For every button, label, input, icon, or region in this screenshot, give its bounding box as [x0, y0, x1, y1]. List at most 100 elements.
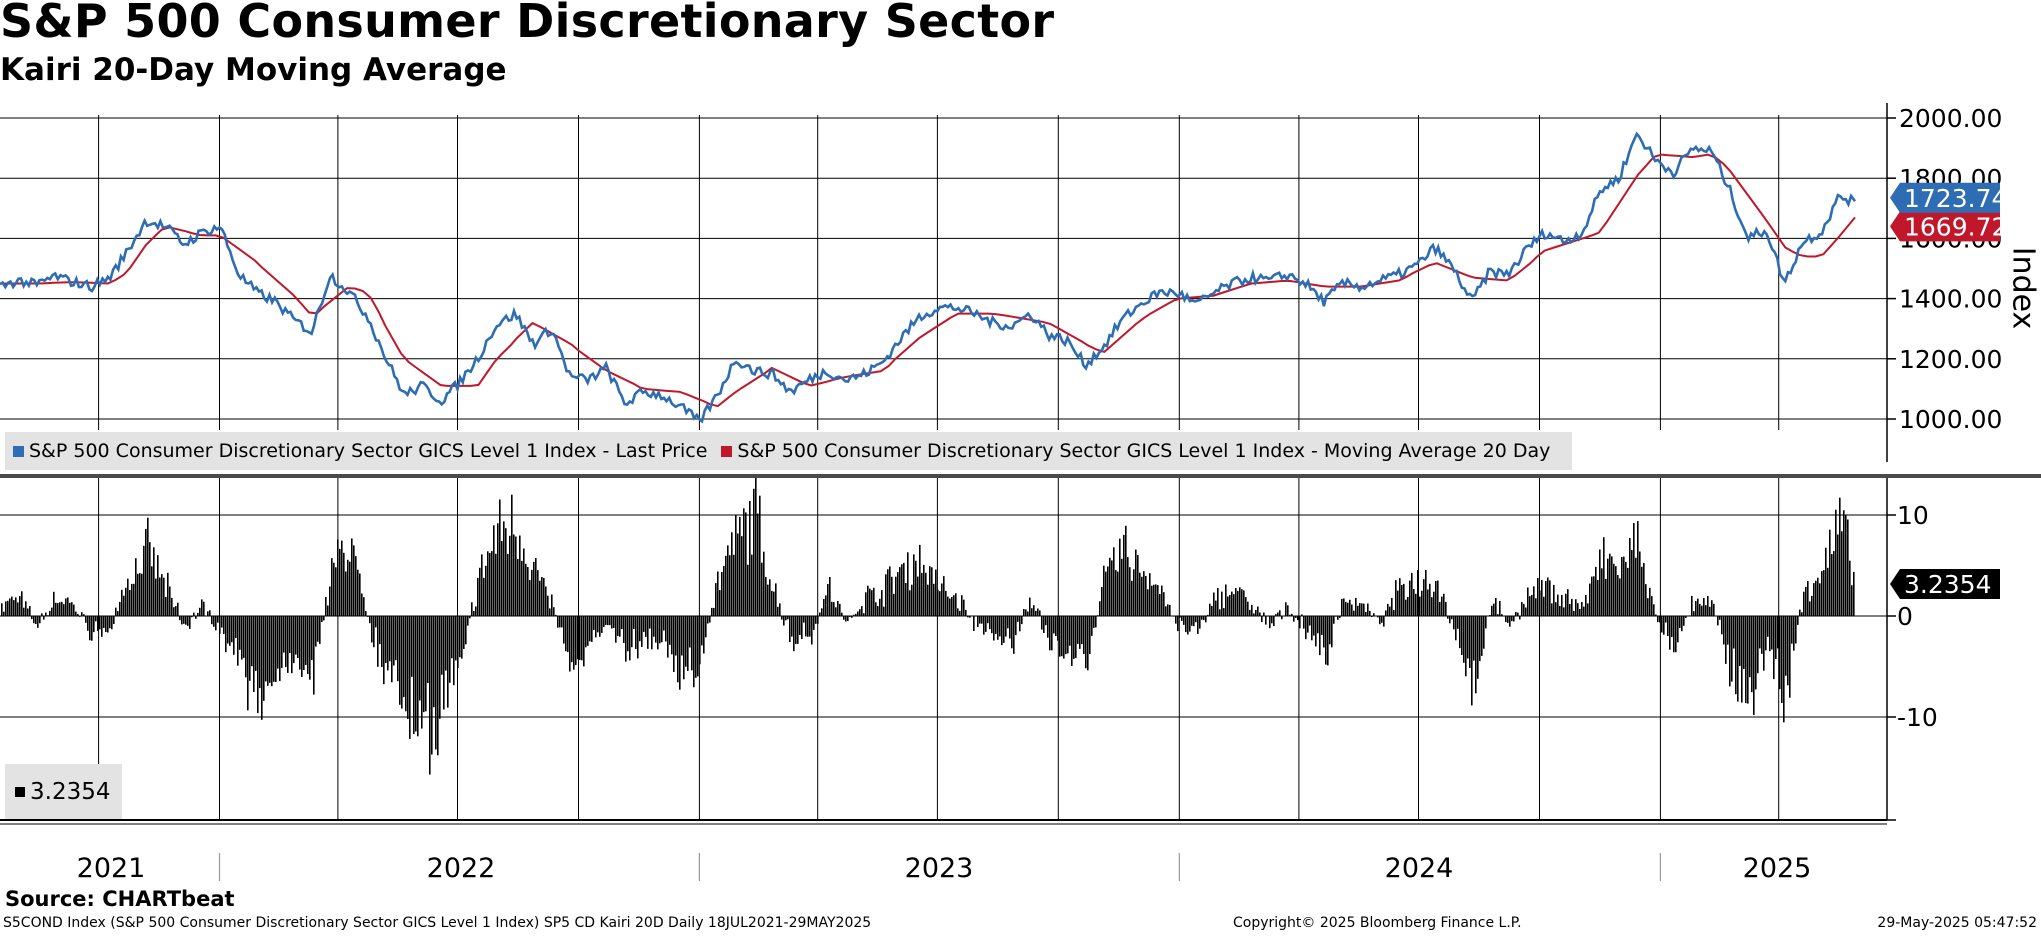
kairi-bar: [891, 576, 893, 616]
kairi-bar: [1173, 616, 1175, 617]
kairi-bar: [1049, 616, 1051, 651]
kairi-bar: [55, 602, 57, 616]
kairi-bar: [479, 567, 481, 616]
kairi-bar: [663, 616, 665, 631]
kairi-bar: [465, 616, 467, 645]
kairi-bar: [1131, 580, 1133, 616]
kairi-bar: [445, 616, 447, 671]
kairi-bar: [619, 616, 621, 637]
kairi-bar: [1021, 616, 1023, 625]
kairi-bar: [1767, 616, 1769, 637]
kairi-bar: [1791, 616, 1793, 644]
kairi-bar: [1535, 598, 1537, 616]
kairi-bar: [181, 616, 183, 625]
kairi-bar: [443, 616, 445, 710]
kairi-bar: [463, 616, 465, 649]
kairi-bar: [679, 616, 681, 690]
kairi-bar: [1839, 497, 1841, 616]
kairi-bar: [551, 594, 553, 616]
kairi-bar: [953, 595, 955, 616]
kairi-bar: [685, 616, 687, 667]
kairi-bar: [1113, 547, 1115, 616]
kairi-bar: [121, 589, 123, 616]
kairi-bar: [1279, 610, 1281, 616]
kairi-bar: [1831, 554, 1833, 616]
kairi-bar: [689, 616, 691, 648]
kairi-bar: [587, 616, 589, 646]
kairi-bar: [1289, 614, 1291, 616]
kairi-bar: [1613, 563, 1615, 616]
kairi-bar: [1749, 616, 1751, 678]
kairi-bar: [1025, 609, 1027, 616]
kairi-bar: [1291, 613, 1293, 616]
kairi-bar: [705, 616, 707, 638]
kairi-bar: [607, 616, 609, 626]
kairi-bar: [1753, 616, 1755, 715]
kairi-bar: [665, 616, 667, 642]
kairi-bar: [471, 602, 473, 616]
kairi-bar: [657, 616, 659, 650]
kairi-bar: [1177, 616, 1179, 632]
kairi-bar: [911, 584, 913, 616]
kairi-bar: [617, 616, 619, 637]
kairi-bar: [515, 536, 517, 616]
kairi-bar: [659, 616, 661, 644]
kairi-bar: [1215, 600, 1217, 616]
kairi-bar: [187, 616, 189, 626]
kairi-bar: [337, 539, 339, 616]
kairi-bar: [1249, 609, 1251, 616]
kairi-bar: [281, 616, 283, 668]
kairi-bar: [1821, 571, 1823, 616]
kairi-bar: [1635, 557, 1637, 616]
kairi-bar: [1759, 616, 1761, 649]
kairi-bar: [89, 616, 91, 641]
kairi-bar: [1007, 616, 1009, 629]
chart-title: S&P 500 Consumer Discretionary Sector: [0, 0, 1055, 48]
kairi-bar: [1, 603, 3, 616]
kairi-bar: [861, 606, 863, 616]
kairi-bar: [1275, 614, 1277, 616]
kairi-bar: [649, 616, 651, 629]
kairi-bar: [179, 616, 181, 621]
kairi-bar: [1191, 616, 1193, 626]
kairi-bar: [1563, 607, 1565, 616]
kairi-bar: [1169, 604, 1171, 616]
kairi-bar: [425, 616, 427, 712]
kairi-bar: [1627, 567, 1629, 616]
kairi-bar: [1365, 611, 1367, 616]
kairi-bar: [1601, 568, 1603, 616]
kairi-bar: [837, 601, 839, 616]
kairi-bar: [1023, 609, 1025, 616]
last-tag-ma-shape: [1890, 211, 2000, 242]
kairi-bar: [1451, 616, 1453, 620]
kairi-bar: [673, 616, 675, 672]
kairi-bar: [787, 616, 789, 620]
kairi-bar: [1441, 596, 1443, 616]
y-tick-label-bottom: -10: [1897, 703, 1938, 732]
kairi-bar: [1035, 610, 1037, 616]
kairi-bar: [37, 616, 39, 628]
kairi-bar: [695, 616, 697, 678]
kairi-bar: [901, 564, 903, 616]
kairi-bar: [1347, 602, 1349, 616]
kairi-bar: [1467, 616, 1469, 659]
kairi-bar: [941, 583, 943, 616]
kairi-bar: [767, 584, 769, 616]
kairi-bar: [1559, 605, 1561, 616]
kairi-bar: [653, 616, 655, 637]
legend-item-price: S&P 500 Consumer Discretionary Sector GI…: [13, 440, 707, 462]
kairi-bar: [1647, 598, 1649, 616]
kairi-bar: [215, 616, 217, 631]
kairi-bar: [255, 616, 257, 671]
kairi-bar: [1703, 598, 1705, 616]
kairi-bar: [1031, 608, 1033, 616]
kairi-bar: [273, 616, 275, 682]
kairi-bar: [1287, 605, 1289, 616]
kairi-bar: [1127, 557, 1129, 616]
kairi-bar: [667, 616, 669, 658]
kairi-bar: [191, 616, 193, 618]
kairi-bar: [163, 577, 165, 616]
kairi-bar: [415, 616, 417, 732]
kairi-bar: [1761, 616, 1763, 654]
